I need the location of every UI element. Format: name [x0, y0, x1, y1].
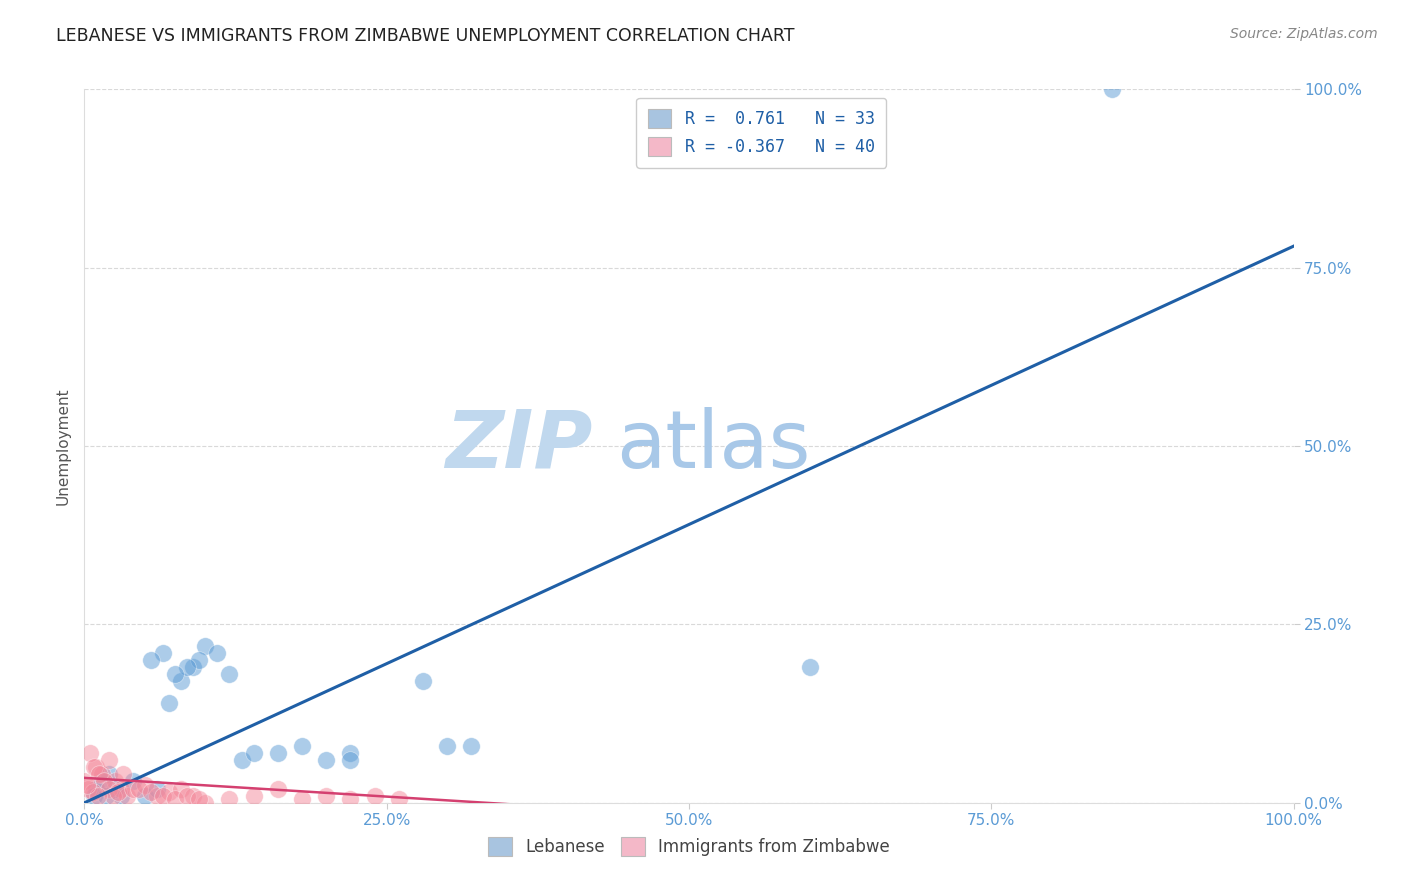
- Point: [97, 753, 120, 767]
- Point: [146, 789, 169, 803]
- Y-axis label: Unemployment: Unemployment: [55, 387, 70, 505]
- Point: [121, 781, 143, 796]
- Text: Source: ZipAtlas.com: Source: ZipAtlas.com: [1230, 27, 1378, 41]
- Point: [91, 774, 114, 789]
- Point: [83, 760, 105, 774]
- Point: [134, 789, 156, 803]
- Point: [134, 778, 156, 792]
- Point: [181, 789, 204, 803]
- Text: atlas: atlas: [616, 407, 811, 485]
- Point: [163, 792, 186, 806]
- Point: [152, 789, 174, 803]
- Point: [157, 696, 180, 710]
- Point: [110, 781, 132, 796]
- Point: [91, 767, 114, 781]
- Point: [460, 739, 482, 753]
- Legend: Lebanese, Immigrants from Zimbabwe: Lebanese, Immigrants from Zimbabwe: [478, 827, 900, 866]
- Point: [194, 796, 217, 810]
- Point: [170, 674, 193, 689]
- Point: [339, 746, 361, 760]
- Point: [218, 667, 240, 681]
- Point: [157, 785, 180, 799]
- Point: [110, 789, 132, 803]
- Point: [76, 778, 98, 792]
- Point: [152, 646, 174, 660]
- Point: [146, 781, 169, 796]
- Point: [315, 789, 337, 803]
- Point: [77, 781, 100, 796]
- Point: [218, 792, 240, 806]
- Point: [267, 781, 290, 796]
- Point: [231, 753, 253, 767]
- Point: [339, 753, 361, 767]
- Point: [436, 739, 458, 753]
- Point: [194, 639, 217, 653]
- Point: [267, 746, 290, 760]
- Point: [97, 781, 120, 796]
- Point: [170, 781, 193, 796]
- Point: [115, 789, 138, 803]
- Point: [87, 767, 110, 781]
- Point: [104, 781, 127, 796]
- Point: [93, 774, 115, 789]
- Point: [86, 760, 108, 774]
- Point: [163, 667, 186, 681]
- Point: [339, 792, 361, 806]
- Point: [82, 785, 104, 799]
- Point: [86, 781, 108, 796]
- Text: ZIP: ZIP: [444, 407, 592, 485]
- Text: LEBANESE VS IMMIGRANTS FROM ZIMBABWE UNEMPLOYMENT CORRELATION CHART: LEBANESE VS IMMIGRANTS FROM ZIMBABWE UNE…: [56, 27, 794, 45]
- Point: [1101, 82, 1123, 96]
- Point: [103, 789, 125, 803]
- Point: [291, 792, 314, 806]
- Point: [139, 785, 162, 799]
- Point: [121, 774, 143, 789]
- Point: [86, 789, 108, 803]
- Point: [83, 789, 105, 803]
- Point: [128, 781, 150, 796]
- Point: [104, 774, 127, 789]
- Point: [188, 653, 211, 667]
- Point: [291, 739, 314, 753]
- Point: [176, 660, 198, 674]
- Point: [139, 653, 162, 667]
- Point: [388, 792, 411, 806]
- Point: [188, 792, 211, 806]
- Point: [176, 789, 198, 803]
- Point: [73, 774, 96, 789]
- Point: [242, 746, 264, 760]
- Point: [315, 753, 337, 767]
- Point: [97, 767, 120, 781]
- Point: [79, 746, 101, 760]
- Point: [363, 789, 385, 803]
- Point: [181, 660, 204, 674]
- Point: [242, 789, 264, 803]
- Point: [107, 785, 129, 799]
- Point: [207, 646, 229, 660]
- Point: [799, 660, 821, 674]
- Point: [412, 674, 434, 689]
- Point: [94, 789, 117, 803]
- Point: [112, 767, 135, 781]
